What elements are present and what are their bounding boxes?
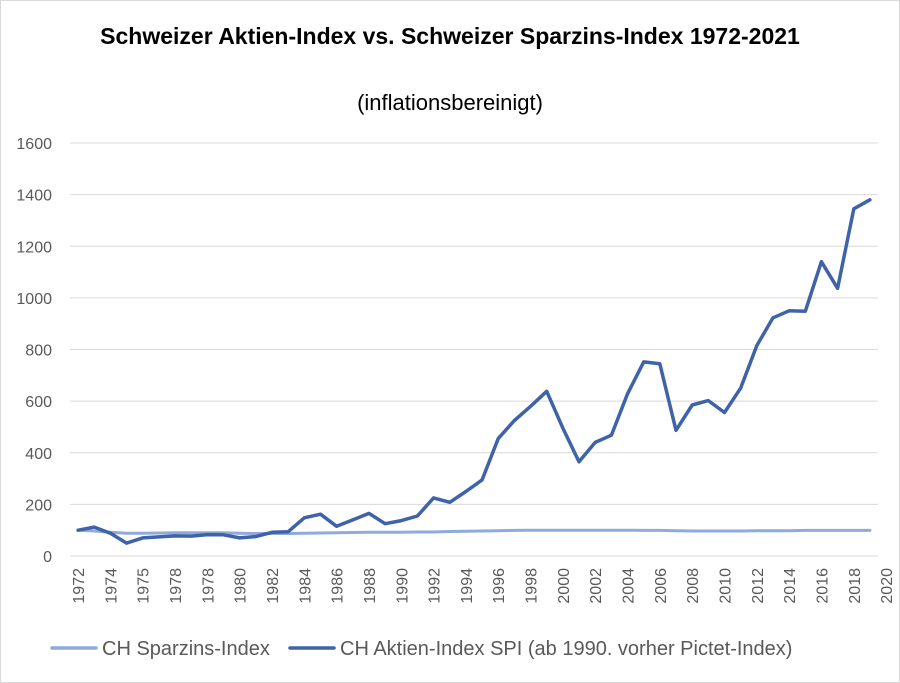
y-tick-label: 1000 <box>16 291 52 308</box>
x-tick-label: 2000 <box>556 568 573 604</box>
x-tick-label: 1992 <box>427 568 444 604</box>
x-tick-label: 2006 <box>653 568 670 604</box>
x-tick-label: 1994 <box>459 568 476 604</box>
x-tick-label: 2004 <box>621 568 638 604</box>
legend-label: CH Sparzins-Index <box>102 638 270 660</box>
y-axis-ticks: 0 200 400 600 800 1000 1200 1400 1600 <box>16 136 52 566</box>
x-tick-label: 1998 <box>524 568 541 604</box>
x-tick-label: 2014 <box>782 568 799 604</box>
x-tick-label: 1988 <box>362 568 379 604</box>
legend: CH Sparzins-Index CH Aktien-Index SPI (ab… <box>50 638 792 660</box>
series-line-sparzins <box>76 528 872 535</box>
y-tick-label: 1400 <box>16 188 52 205</box>
chart-subtitle: (inflationsbereinigt) <box>357 90 543 115</box>
x-tick-label: 1974 <box>103 568 120 604</box>
x-tick-label: 2020 <box>879 568 896 604</box>
x-tick-label: 2016 <box>814 568 831 604</box>
y-tick-label: 0 <box>43 549 52 566</box>
x-tick-label: 2002 <box>588 568 605 604</box>
x-tick-label: 2018 <box>847 568 864 604</box>
x-tick-label: 1980 <box>233 568 250 604</box>
x-tick-label: 2012 <box>750 568 767 604</box>
x-tick-label: 1972 <box>71 568 88 604</box>
y-tick-label: 200 <box>25 497 52 514</box>
gridlines <box>70 142 878 557</box>
x-axis-ticks: 1972 1974 1975 1978 1978 1980 1982 1984 1986 1988… <box>71 568 896 604</box>
y-tick-label: 400 <box>25 446 52 463</box>
x-tick-label: 1978 <box>200 568 217 604</box>
y-tick-label: 1600 <box>16 136 52 153</box>
x-tick-label: 1975 <box>136 568 153 604</box>
x-tick-label: 1978 <box>168 568 185 604</box>
y-tick-label: 1200 <box>16 239 52 256</box>
x-tick-label: 1986 <box>330 568 347 604</box>
series-lines <box>76 198 872 545</box>
x-tick-label: 2008 <box>685 568 702 604</box>
chart-title: Schweizer Aktien-Index vs. Schweizer Spa… <box>100 23 800 49</box>
x-tick-label: 2010 <box>717 568 734 604</box>
series-line-aktien <box>76 198 872 545</box>
y-tick-label: 800 <box>25 343 52 360</box>
x-tick-label: 1990 <box>394 568 411 604</box>
y-tick-label: 600 <box>25 394 52 411</box>
x-tick-label: 1996 <box>491 568 508 604</box>
x-tick-label: 1982 <box>265 568 282 604</box>
legend-label: CH Aktien-Index SPI (ab 1990. vorher Pic… <box>340 638 792 660</box>
x-tick-label: 1984 <box>297 568 314 604</box>
